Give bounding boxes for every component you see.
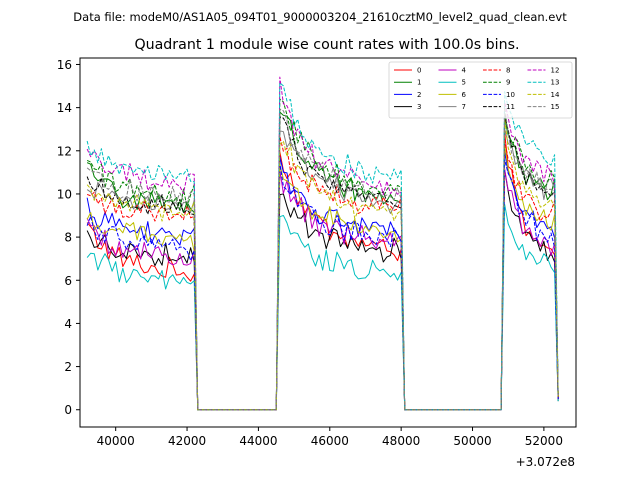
- series-line-11: [86, 115, 559, 411]
- series-line-6: [86, 144, 559, 411]
- figure-suptitle: Data file: modeM0/AS1A05_094T01_90000032…: [73, 10, 567, 24]
- y-tick-label: 4: [64, 317, 72, 331]
- legend-label-6: 6: [462, 91, 467, 99]
- legend-label-8: 8: [506, 67, 510, 75]
- legend-label-1: 1: [417, 79, 421, 87]
- x-tick-label: 46000: [311, 434, 349, 448]
- legend-label-0: 0: [417, 67, 421, 75]
- x-tick-label: 48000: [382, 434, 420, 448]
- legend-label-4: 4: [462, 67, 467, 75]
- legend-label-7: 7: [462, 103, 466, 111]
- y-tick-label: 2: [64, 360, 72, 374]
- legend-label-2: 2: [417, 91, 421, 99]
- x-tick-label: 40000: [97, 434, 135, 448]
- y-tick-label: 0: [64, 403, 72, 417]
- legend-label-13: 13: [551, 79, 560, 87]
- series-line-7: [86, 128, 559, 411]
- y-tick-label: 6: [64, 274, 72, 288]
- axes: 40000 42000 44000 46000 48000 50000 52000 0 2 4 6 8…: [57, 57, 577, 448]
- legend-box: [388, 61, 573, 119]
- y-tick-label: 12: [57, 144, 72, 158]
- legend-label-15: 15: [551, 103, 560, 111]
- x-tick-label: 44000: [239, 434, 277, 448]
- legend-label-10: 10: [506, 91, 515, 99]
- y-tick-label: 16: [57, 58, 72, 72]
- x-tick-label: 42000: [168, 434, 206, 448]
- x-tick-label: 50000: [453, 434, 491, 448]
- series-line-10: [86, 159, 559, 411]
- legend-label-11: 11: [506, 103, 515, 111]
- series-line-4: [86, 168, 559, 411]
- legend-label-9: 9: [506, 79, 510, 87]
- y-tick-label: 10: [57, 187, 72, 201]
- series-line-5: [86, 203, 559, 411]
- series-line-8: [86, 136, 559, 411]
- chart-title: Quadrant 1 module wise count rates with …: [134, 37, 519, 53]
- x-axis-offset-label: +3.072e8: [516, 455, 575, 469]
- x-tick-label: 52000: [525, 434, 563, 448]
- legend-label-14: 14: [551, 91, 560, 99]
- series-line-13: [86, 82, 559, 411]
- legend-label-12: 12: [551, 67, 560, 75]
- y-tick-label: 14: [57, 101, 72, 115]
- axes-frame: [79, 57, 577, 428]
- legend-label-5: 5: [462, 79, 466, 87]
- y-tick-label: 8: [64, 231, 72, 245]
- legend-label-3: 3: [417, 103, 421, 111]
- series-line-15: [86, 104, 559, 411]
